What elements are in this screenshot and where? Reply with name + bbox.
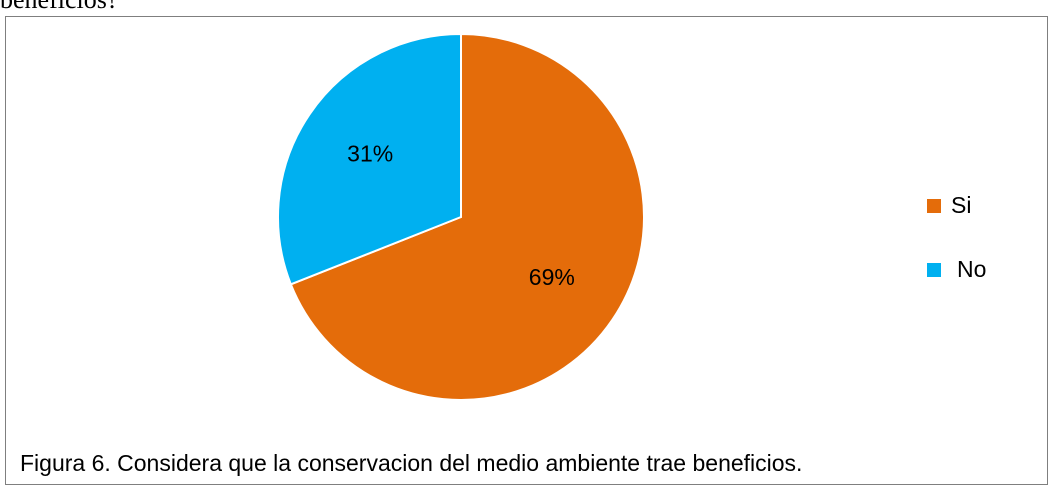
- legend-swatch: [927, 263, 941, 277]
- page-text: beneficios?: [0, 0, 118, 14]
- pie-slice: [277, 32, 462, 286]
- caption: Figura 6. Considera que la conservacion …: [20, 450, 802, 476]
- legend-swatch: [927, 199, 941, 213]
- pie-slice: [289, 32, 645, 401]
- data-label: 69%: [529, 264, 575, 290]
- legend-label: No: [957, 256, 986, 282]
- data-label: 31%: [347, 140, 393, 166]
- legend-label: Si: [951, 192, 971, 218]
